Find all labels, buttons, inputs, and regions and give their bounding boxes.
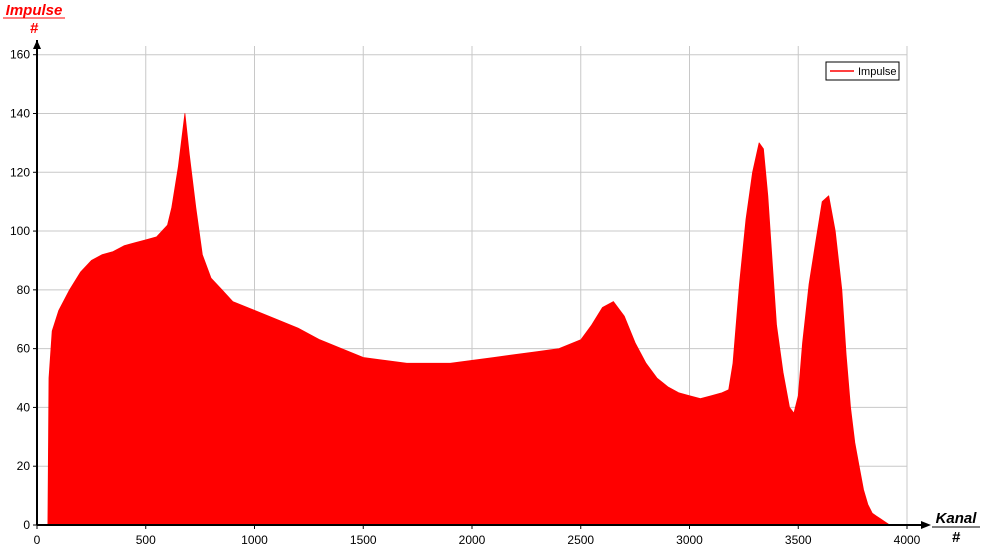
x-tick-label: 500 bbox=[136, 533, 156, 547]
x-tick-label: 0 bbox=[34, 533, 41, 547]
x-axis-unit: # bbox=[952, 529, 961, 546]
y-tick-label: 40 bbox=[17, 400, 31, 414]
y-tick-label: 80 bbox=[17, 283, 31, 297]
x-tick-label: 1000 bbox=[241, 533, 268, 547]
x-tick-label: 2500 bbox=[567, 533, 594, 547]
x-tick-label: 3000 bbox=[676, 533, 703, 547]
y-tick-label: 140 bbox=[10, 106, 30, 120]
y-tick-label: 100 bbox=[10, 224, 30, 238]
x-tick-label: 1500 bbox=[350, 533, 377, 547]
axes bbox=[33, 40, 931, 529]
x-axis-arrow bbox=[921, 521, 931, 529]
x-tick-label: 2000 bbox=[459, 533, 486, 547]
y-axis-ticks: 0 20 40 60 80 100 120 140 160 bbox=[10, 48, 37, 532]
legend: Impulse bbox=[825, 61, 900, 81]
x-tick-label: 4000 bbox=[894, 533, 921, 547]
legend-label: Impulse bbox=[858, 66, 897, 78]
x-axis-ticks: 0 500 1000 1500 2000 2500 3000 3500 4000 bbox=[34, 525, 921, 547]
y-axis-title: Impulse bbox=[6, 2, 63, 19]
x-tick-label: 3500 bbox=[785, 533, 812, 547]
y-tick-label: 60 bbox=[17, 342, 31, 356]
legend-box bbox=[825, 61, 900, 81]
y-tick-label: 120 bbox=[10, 165, 30, 179]
impulse-series-area bbox=[36, 113, 908, 526]
y-tick-label: 0 bbox=[23, 518, 30, 532]
x-axis-title: Kanal bbox=[936, 510, 978, 527]
y-tick-label: 160 bbox=[10, 48, 30, 62]
y-axis-unit: # bbox=[30, 20, 39, 37]
y-axis-arrow bbox=[33, 40, 41, 49]
y-tick-label: 20 bbox=[17, 459, 31, 473]
